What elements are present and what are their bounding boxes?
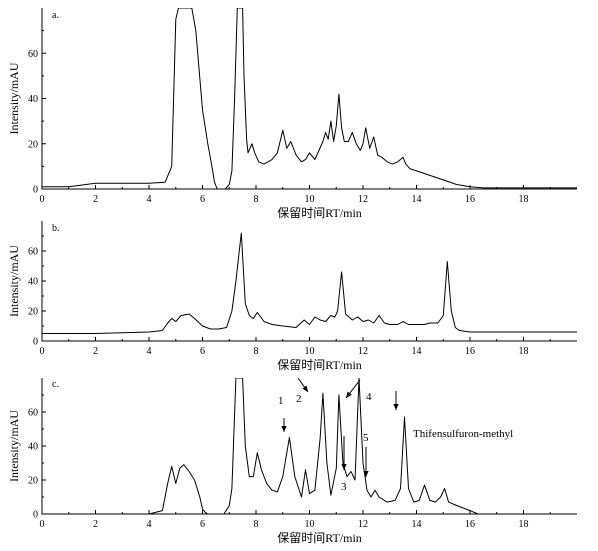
x-tick-label: 4 [147, 346, 152, 357]
x-tick-label: 6 [200, 519, 205, 530]
x-tick-label: 16 [465, 194, 475, 205]
x-tick-label: 10 [305, 194, 315, 205]
x-tick-label: 8 [254, 519, 259, 530]
y-axis-title: Intensity/mAU [7, 62, 21, 134]
x-tick-label: 14 [412, 194, 422, 205]
x-tick-label: 4 [147, 194, 152, 205]
x-axis-title: 保留时间RT/min [277, 206, 362, 220]
y-axis-title: Intensity/mAU [7, 410, 21, 482]
arrowhead [393, 404, 399, 410]
peak-number-label: 1 [278, 395, 284, 407]
x-tick-label: 18 [519, 519, 529, 530]
x-tick-label: 2 [93, 346, 98, 357]
x-tick-label: 16 [465, 519, 475, 530]
panel-label: a. [52, 10, 59, 21]
x-tick-label: 0 [40, 519, 45, 530]
x-tick-label: 16 [465, 346, 475, 357]
x-tick-label: 6 [200, 194, 205, 205]
x-tick-label: 6 [200, 346, 205, 357]
y-tick-label: 0 [33, 337, 38, 348]
x-tick-label: 0 [40, 194, 45, 205]
y-tick-label: 60 [28, 247, 38, 258]
peak-number-label: 5 [363, 432, 369, 444]
peak-number-label: 4 [366, 391, 372, 403]
panel-1: 0 2 4 6 8 10 12 14 16 18 0 20 40 60 保留时间RT/min Intensit… [7, 8, 577, 220]
arrowhead [302, 385, 308, 392]
y-tick-label: 20 [28, 139, 38, 150]
chromatogram-trace [42, 378, 577, 515]
y-tick-label: 20 [28, 476, 38, 487]
compound-label: Thifensulfuron-methyl [413, 428, 513, 440]
chromatogram-trace [42, 8, 577, 190]
y-tick-label: 20 [28, 307, 38, 318]
y-tick-label: 0 [33, 185, 38, 196]
x-tick-label: 2 [93, 519, 98, 530]
axis-frame [41, 8, 577, 190]
x-tick-label: 14 [412, 519, 422, 530]
y-tick-label: 40 [28, 442, 38, 453]
chromatogram-trace [42, 232, 577, 334]
x-tick-label: 8 [254, 194, 259, 205]
x-tick-label: 4 [147, 519, 152, 530]
x-tick-label: 12 [358, 519, 368, 530]
y-tick-label: 40 [28, 277, 38, 288]
x-tick-label: 12 [358, 346, 368, 357]
panel-3: 0 2 4 6 8 10 12 14 16 180204060保留时间RT/minIntensit… [7, 377, 577, 545]
arrowhead [363, 471, 369, 477]
x-axis-title: 保留时间RT/min [277, 531, 362, 545]
peak-number-label: 3 [341, 481, 347, 493]
x-tick-label: 12 [358, 194, 368, 205]
y-tick-label: 60 [28, 408, 38, 419]
y-tick-label: 60 [28, 49, 38, 60]
x-tick-label: 0 [40, 346, 45, 357]
x-tick-label: 10 [305, 519, 315, 530]
arrowhead [346, 391, 352, 398]
panel-label: c. [52, 379, 59, 390]
peak-number-label: 2 [296, 393, 302, 405]
x-tick-label: 14 [412, 346, 422, 357]
x-tick-label: 18 [519, 346, 529, 357]
x-tick-label: 10 [305, 346, 315, 357]
panel-2: 0 2 4 6 8 10 12 14 16 18 0 20 40 60 保留时间RT/min Intensit… [7, 221, 577, 372]
x-tick-label: 8 [254, 346, 259, 357]
y-axis-title: Intensity/mAU [7, 245, 21, 317]
y-tick-label: 0 [33, 510, 38, 521]
arrowhead [341, 464, 347, 470]
axis-frame [41, 221, 577, 342]
panel-label: b. [52, 223, 60, 234]
x-tick-label: 18 [519, 194, 529, 205]
y-tick-label: 40 [28, 94, 38, 105]
x-tick-label: 2 [93, 194, 98, 205]
x-axis-title: 保留时间RT/min [277, 358, 362, 372]
arrowhead [281, 426, 287, 432]
